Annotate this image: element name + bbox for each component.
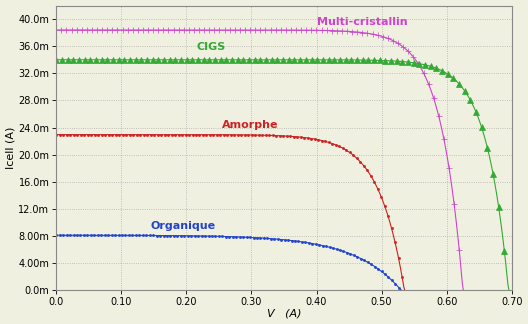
Text: Amorphe: Amorphe [222,120,279,130]
Text: Multi-cristallin: Multi-cristallin [316,17,407,27]
Text: CIGS: CIGS [196,42,225,52]
X-axis label: V   (A): V (A) [267,308,301,318]
Y-axis label: Icell (A): Icell (A) [6,127,15,169]
Text: Organique: Organique [150,221,216,231]
